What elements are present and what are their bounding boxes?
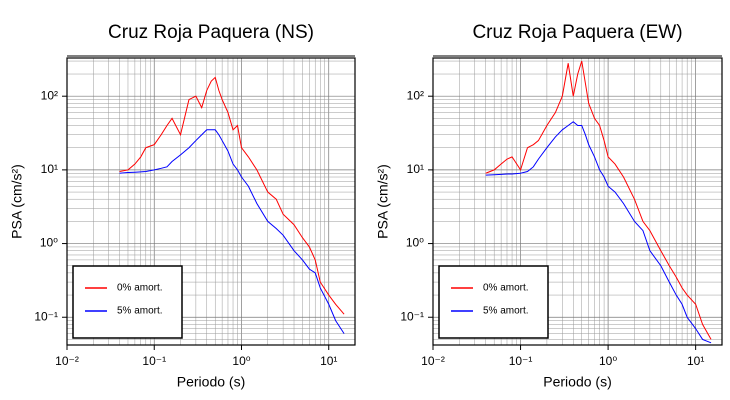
x-tick-label: 10⁻² <box>421 354 445 368</box>
x-tick-label: 10⁻¹ <box>142 354 166 368</box>
x-tick-label: 10⁻¹ <box>509 354 533 368</box>
y-tick-label: 10⁻¹ <box>34 309 58 323</box>
plot-frame <box>432 57 723 346</box>
y-tick-label: 10² <box>407 88 424 102</box>
plot-frame <box>66 57 356 346</box>
x-axis-label: Periodo (s) <box>177 374 245 390</box>
chart-title: Cruz Roja Paquera (NS) <box>108 22 314 43</box>
legend-label: 0% amort. <box>117 283 163 294</box>
series-line <box>485 121 712 344</box>
x-tick-label: 10¹ <box>687 354 704 368</box>
series-line <box>119 76 345 315</box>
series-line <box>485 60 712 340</box>
x-tick-label: 10¹ <box>320 354 337 368</box>
legend-box <box>438 265 549 339</box>
y-axis-label: PSA (cm/s²) <box>9 164 25 239</box>
y-tick-label: 10¹ <box>41 162 58 176</box>
y-axis-label: PSA (cm/s²) <box>375 164 391 239</box>
x-axis-label: Periodo (s) <box>543 374 611 390</box>
y-tick-label: 10² <box>41 88 58 102</box>
chart-title: Cruz Roja Paquera (EW) <box>472 22 682 43</box>
y-tick-label: 10⁰ <box>406 236 424 250</box>
panel: Cruz Roja Paquera (NS) Periodo (s) PSA (cm… <box>9 22 356 390</box>
y-tick-label: 10⁰ <box>40 236 58 250</box>
legend-label: 5% amort. <box>483 306 529 317</box>
x-tick-label: 10⁰ <box>599 354 617 368</box>
legend-label: 0% amort. <box>483 283 529 294</box>
y-tick-label: 10¹ <box>407 162 424 176</box>
y-tick-label: 10⁻¹ <box>400 309 424 323</box>
series-line <box>119 129 345 334</box>
legend-box <box>72 265 183 339</box>
legend-label: 5% amort. <box>117 306 163 317</box>
panel: Cruz Roja Paquera (EW) Periodo (s) PSA (cm… <box>375 22 723 390</box>
x-tick-label: 10⁻² <box>55 354 79 368</box>
x-tick-label: 10⁰ <box>232 354 250 368</box>
